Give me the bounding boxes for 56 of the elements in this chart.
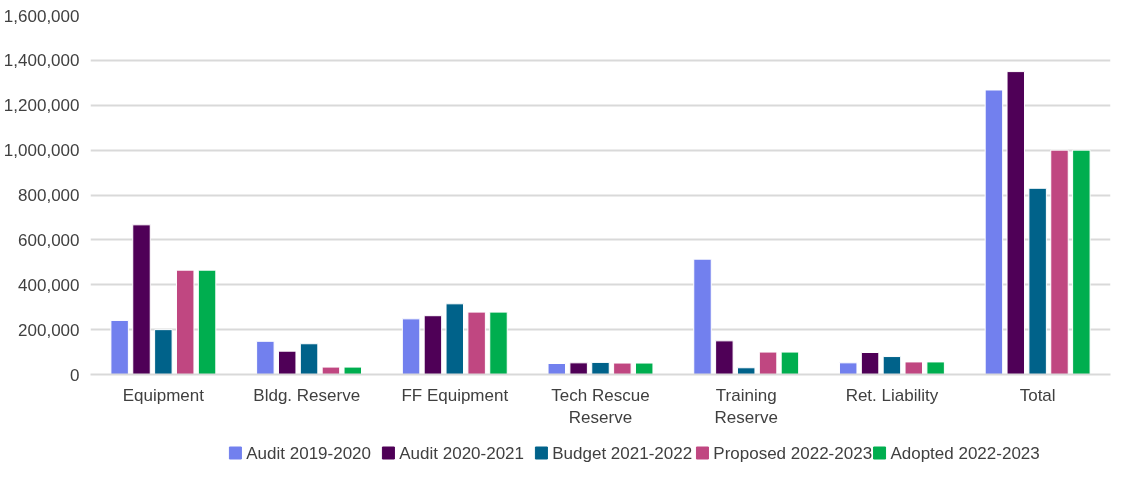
y-tick-label: 0: [70, 365, 80, 385]
bar: [423, 315, 443, 375]
bar: [693, 258, 712, 375]
y-tick-label: 400,000: [18, 275, 80, 295]
bar: [736, 367, 756, 375]
x-tick-label: Ret. Liability: [845, 385, 939, 405]
bar: [780, 351, 800, 375]
bar: [882, 356, 902, 375]
bar: [547, 363, 567, 375]
bar: [613, 362, 632, 375]
y-tick-label: 1,400,000: [3, 51, 80, 71]
legend-label: Proposed 2022-2023: [713, 443, 873, 463]
bar: [758, 351, 778, 375]
x-tick-label: Total: [1019, 385, 1056, 405]
y-tick-label: 600,000: [18, 230, 80, 250]
bar: [591, 361, 610, 375]
x-tick-label: Bldg. Reserve: [253, 385, 361, 405]
y-tick-label: 200,000: [18, 320, 80, 340]
bar: [445, 303, 465, 375]
bar: [926, 361, 945, 375]
bar: [343, 366, 363, 375]
bar: [489, 311, 508, 375]
bar: [1050, 149, 1069, 375]
bar: [715, 340, 734, 375]
x-tick-label: Tech Rescue Reserve: [551, 385, 650, 428]
bar: [1072, 149, 1091, 375]
bar: [860, 352, 880, 375]
bar: [1006, 71, 1026, 375]
bar: [569, 362, 588, 375]
y-tick-label: 800,000: [18, 186, 80, 205]
y-tick-label: 1,600,000: [3, 6, 80, 26]
x-tick-label: Training Reserve: [714, 385, 778, 428]
bar: [984, 89, 1004, 375]
bar: [256, 340, 275, 375]
bar: [838, 362, 858, 375]
bar: [110, 319, 129, 375]
y-tick-label: 1,200,000: [3, 96, 80, 116]
x-tick-label: FF Equipment: [401, 385, 509, 405]
bar: [154, 329, 173, 375]
bar: [904, 361, 924, 375]
y-tick-label: 1,000,000: [3, 141, 80, 161]
bar: [277, 350, 297, 375]
bar: [401, 318, 421, 375]
legend-label: Audit 2019-2020: [246, 443, 372, 463]
bar: [321, 366, 341, 375]
bar: [197, 269, 217, 375]
legend-label: Audit 2020-2021: [399, 443, 525, 463]
bar: [299, 343, 319, 375]
bar: [175, 269, 195, 375]
bar: [1028, 187, 1047, 375]
bar: [634, 362, 654, 375]
bar: [467, 311, 486, 375]
legend-label: Budget 2021-2022: [552, 443, 693, 463]
x-tick-label: Equipment: [122, 385, 205, 405]
legend-label: Adopted 2022-2023: [890, 443, 1040, 463]
bar: [132, 224, 151, 375]
